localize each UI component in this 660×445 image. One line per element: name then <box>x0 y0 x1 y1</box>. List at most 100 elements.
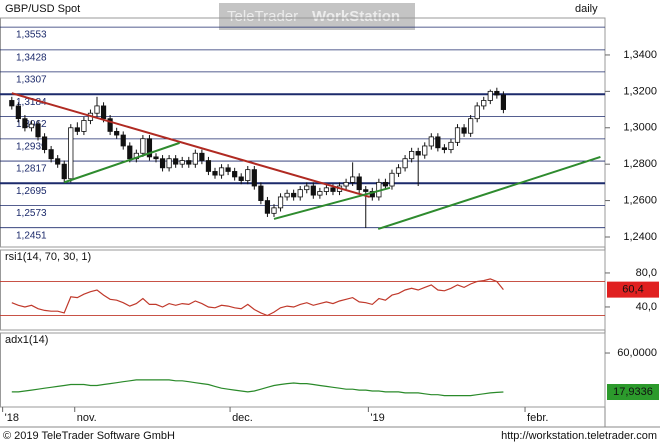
candle-body <box>81 120 87 132</box>
indicator-line <box>11 278 504 317</box>
y-tick-label: 1,3000 <box>623 122 657 134</box>
candle-body <box>271 207 277 214</box>
candle-body <box>120 134 126 147</box>
level-label: 1,3553 <box>16 30 47 41</box>
panel <box>0 249 606 331</box>
candle-body <box>310 185 316 196</box>
url: http://workstation.teletrader.com <box>501 430 657 442</box>
last-value-box <box>607 281 659 298</box>
candle-body <box>245 169 251 181</box>
interval: daily <box>575 3 598 15</box>
candle-body <box>277 196 284 209</box>
indicator-line <box>11 379 504 397</box>
candle-body <box>74 127 80 132</box>
candle-body <box>441 147 448 151</box>
candle-body <box>22 118 28 129</box>
y-tick-label: 40,0 <box>636 301 657 313</box>
candle-body <box>35 123 41 138</box>
watermark-box <box>219 3 415 30</box>
candle-body <box>68 127 74 180</box>
candle-body <box>422 145 428 156</box>
y-tick-label: 1,2400 <box>623 231 657 243</box>
y-tick-label: 1,2600 <box>623 194 657 206</box>
candle-body <box>402 158 408 169</box>
x-tick-label: nov. <box>77 412 97 424</box>
candle-body <box>186 160 192 165</box>
candle-body <box>159 158 166 169</box>
indicator-label: rsi1(14, 70, 30, 1) <box>5 251 91 263</box>
candle-body <box>415 151 421 156</box>
candle-body <box>179 160 185 165</box>
x-tick-label: dec. <box>232 412 253 424</box>
candle-body <box>284 192 290 198</box>
candle-body <box>258 185 264 201</box>
trend-line <box>377 155 601 230</box>
level-label: 1,2817 <box>16 164 47 175</box>
candle-body <box>494 90 500 96</box>
y-tick-label: 60,0000 <box>617 347 657 359</box>
candle-body <box>166 158 172 169</box>
y-tick-label: 80,0 <box>636 267 657 279</box>
candle-body <box>317 191 323 196</box>
candle-body <box>218 167 225 176</box>
level-label: 1,2451 <box>16 230 47 241</box>
trend-line <box>63 141 180 184</box>
panel <box>0 17 606 248</box>
indicator-label: adx1(14) <box>5 334 48 346</box>
x-tick-label: febr. <box>527 412 548 424</box>
candle-body <box>94 105 100 114</box>
candle-body <box>114 131 120 136</box>
candle-body <box>48 149 54 160</box>
y-tick-label: 1,3200 <box>623 85 657 97</box>
candle-body <box>153 156 159 160</box>
candle-body <box>205 160 212 172</box>
candle-body <box>343 181 349 187</box>
level-label: 1,3184 <box>16 97 47 108</box>
candle-body <box>61 163 67 180</box>
candle-body <box>409 151 415 160</box>
candle-body <box>199 152 205 161</box>
candle-body <box>107 118 113 132</box>
candle-body <box>356 176 362 191</box>
candle-body <box>487 90 493 101</box>
candle-body <box>264 200 271 214</box>
x-tick-label: '18 <box>5 412 19 424</box>
candle-body <box>297 189 303 198</box>
candle-body <box>500 94 507 110</box>
candle-body <box>468 118 474 134</box>
candle-body <box>350 176 356 183</box>
candle-body <box>291 192 297 198</box>
candle-body <box>28 123 35 129</box>
last-value-label: 17,9336 <box>613 386 653 398</box>
watermark: TeleTrader <box>227 8 298 25</box>
watermark: WorkStation <box>312 8 400 25</box>
candle-body <box>363 189 369 192</box>
candle-body <box>146 138 153 158</box>
y-tick-label: 1,2800 <box>623 158 657 170</box>
last-value-label: 60,4 <box>622 284 643 296</box>
level-label: 1,3307 <box>16 75 47 86</box>
candle-body <box>454 127 461 143</box>
candle-body <box>100 105 107 120</box>
copyright: © 2019 TeleTrader Software GmbH <box>3 430 175 442</box>
x-tick-label: '19 <box>370 412 384 424</box>
candle-body <box>251 169 257 187</box>
chart-title: GBP/USD Spot <box>5 3 80 15</box>
candle-body <box>428 136 434 147</box>
level-label: 1,2695 <box>16 186 47 197</box>
candle-body <box>330 187 336 192</box>
candle-body <box>127 145 133 160</box>
last-value-box <box>607 384 659 401</box>
candle-body <box>225 167 231 172</box>
candle-body <box>140 138 146 154</box>
panel <box>0 332 606 408</box>
candle-body <box>382 181 389 187</box>
candle-body <box>448 141 454 151</box>
trend-line <box>273 186 391 220</box>
candle-body <box>41 136 48 151</box>
candle-body <box>192 152 198 165</box>
candle-body <box>232 171 238 178</box>
candle-body <box>481 100 487 107</box>
